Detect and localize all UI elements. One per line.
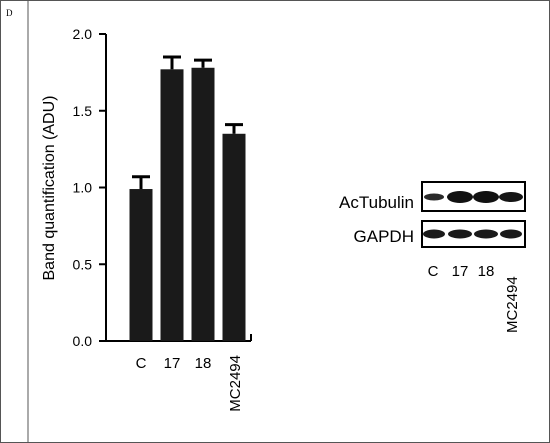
y-axis-title: Band quantification (ADU)	[41, 96, 58, 281]
y-tick-label: 1.5	[73, 103, 93, 119]
band-actubulin-c	[424, 193, 444, 201]
band-actubulin-18	[473, 191, 499, 203]
y-tick-label: 0.0	[73, 333, 93, 349]
y-tick-label: 2.0	[73, 26, 93, 42]
lane-label-17: 17	[452, 263, 469, 280]
x-category-label: 18	[195, 355, 212, 372]
blot-row-label-gapdh: GAPDH	[354, 227, 414, 246]
y-tick-label: 1.0	[73, 180, 93, 196]
bar	[191, 67, 215, 342]
blot-bands-actubulin	[424, 191, 523, 203]
bar	[222, 133, 246, 341]
western-blot: AcTubulin GAPDH C 17 18 MC2494	[339, 181, 526, 333]
x-category-label: MC2494	[227, 355, 244, 412]
y-tick-label: 0.5	[73, 256, 93, 272]
bar	[160, 69, 184, 342]
y-axis-ticks: 0.0 0.5 1.0 1.5 2.0	[73, 26, 106, 349]
lane-label-c: C	[428, 263, 439, 280]
lane-label-18: 18	[478, 263, 495, 280]
band-gapdh-c	[423, 229, 445, 239]
band-actubulin-mc2494	[499, 192, 523, 202]
band-gapdh-18	[474, 229, 498, 239]
bar-chart: 0.0 0.5 1.0 1.5 2.0 C 17 18 MC2494 Band quantif…	[41, 26, 252, 412]
error-bars	[132, 55, 243, 190]
bars	[129, 67, 246, 342]
blot-row-label-actubulin: AcTubulin	[339, 193, 414, 212]
band-gapdh-mc2494	[500, 229, 522, 239]
band-actubulin-17	[447, 191, 473, 203]
blot-bands-gapdh	[423, 229, 522, 239]
bar	[129, 189, 153, 341]
panel-letter: D	[6, 8, 13, 18]
category-labels: C 17 18 MC2494	[136, 355, 244, 412]
x-category-label: C	[136, 355, 147, 372]
lane-label-mc2494: MC2494	[504, 276, 521, 333]
band-gapdh-17	[448, 229, 472, 239]
x-category-label: 17	[164, 355, 181, 372]
